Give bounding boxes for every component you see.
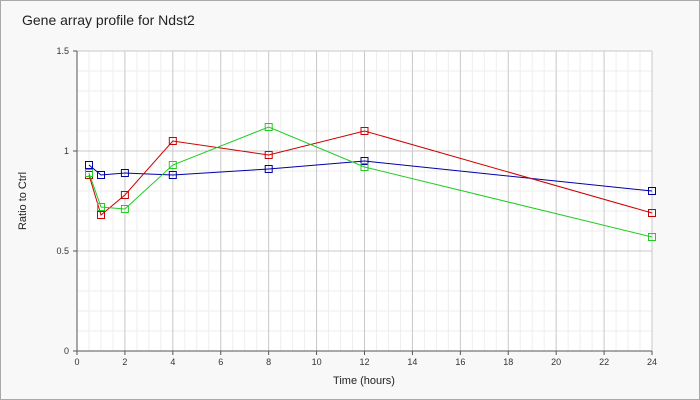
data-point-marker	[648, 233, 656, 241]
data-point-marker	[97, 203, 105, 211]
data-point-marker	[120, 205, 129, 213]
x-tick-label: 14	[407, 357, 417, 367]
data-point-marker	[648, 209, 656, 217]
data-point-marker	[168, 171, 177, 179]
series-line	[88, 130, 653, 216]
x-tick-label: 8	[266, 357, 271, 367]
y-tick-label: 0	[64, 346, 69, 356]
x-tick-label: 10	[312, 357, 322, 367]
x-tick-label: 22	[599, 357, 609, 367]
data-point-marker	[120, 191, 129, 199]
data-point-marker	[97, 171, 105, 179]
series-line	[88, 126, 653, 238]
series-2	[85, 127, 656, 219]
y-axis-label: Ratio to Ctrl	[17, 172, 29, 230]
x-tick-label: 20	[551, 357, 561, 367]
axes	[73, 50, 653, 355]
data-point-marker	[360, 127, 369, 135]
data-point-marker	[264, 151, 273, 159]
data-point-marker	[97, 211, 105, 219]
x-axis-label: Time (hours)	[333, 375, 395, 387]
data-point-marker	[264, 165, 273, 173]
y-tick-label: 0.5	[56, 246, 69, 256]
x-tick-label: 16	[455, 357, 465, 367]
data-point-marker	[85, 161, 93, 169]
x-tick-label: 4	[170, 357, 175, 367]
data-point-marker	[648, 187, 656, 195]
series-1	[85, 157, 656, 195]
series-group	[85, 123, 656, 241]
x-tick-label: 2	[122, 357, 127, 367]
x-tick-label: 18	[503, 357, 513, 367]
x-tick-label: 24	[647, 357, 657, 367]
data-point-marker	[168, 161, 177, 169]
data-point-marker	[360, 157, 369, 165]
series-3	[85, 123, 656, 241]
data-point-marker	[85, 169, 93, 177]
x-tick-label: 0	[74, 357, 79, 367]
x-tick-label: 6	[218, 357, 223, 367]
data-point-marker	[264, 123, 273, 131]
series-line	[88, 160, 653, 192]
major-gridlines	[76, 50, 653, 352]
data-point-marker	[360, 163, 369, 171]
data-point-marker	[168, 137, 177, 145]
y-tick-label: 1	[64, 146, 69, 156]
y-tick-label: 1.5	[56, 46, 69, 56]
chart-title: Gene array profile for Ndst2	[22, 12, 195, 28]
x-tick-label: 12	[359, 357, 369, 367]
data-point-marker	[120, 169, 129, 177]
